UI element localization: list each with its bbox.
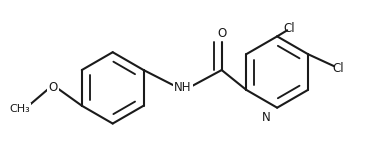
Text: NH: NH bbox=[174, 81, 192, 94]
Text: CH₃: CH₃ bbox=[9, 104, 30, 114]
Text: O: O bbox=[49, 81, 58, 94]
Text: Cl: Cl bbox=[283, 22, 295, 35]
Text: O: O bbox=[217, 27, 226, 40]
Text: Cl: Cl bbox=[333, 61, 344, 75]
Text: O: O bbox=[11, 105, 20, 118]
Text: N: N bbox=[262, 111, 271, 124]
